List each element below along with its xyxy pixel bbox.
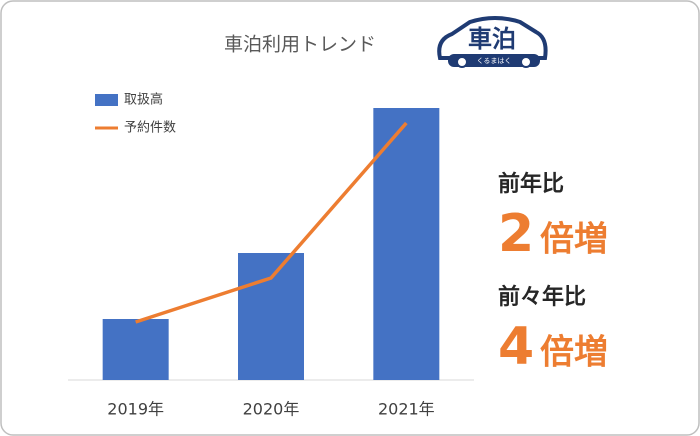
logo-name: 車泊	[468, 25, 516, 53]
callout-label: 前々年比	[498, 284, 586, 310]
x-tick-label: 2019年	[107, 400, 164, 419]
legend-label: 予約件数	[124, 121, 176, 136]
bar	[373, 108, 440, 380]
legend-label: 取扱高	[124, 92, 163, 108]
bar	[238, 253, 304, 380]
callout: 前年比 2 倍増 前々年比 4 倍増	[498, 171, 608, 377]
callout-number: 2	[498, 204, 534, 264]
callout-label: 前年比	[498, 171, 564, 197]
line	[135, 121, 408, 324]
x-tick-label: 2020年	[243, 400, 300, 419]
bar	[102, 319, 169, 380]
callout-number: 4	[498, 317, 534, 377]
callout-unit: 倍増	[540, 333, 608, 373]
chart-title: 車泊利用トレンド	[224, 34, 376, 56]
legend-swatch	[95, 94, 118, 106]
logo: 車泊 くるまはく	[437, 16, 548, 68]
callout-unit: 倍増	[540, 220, 608, 260]
x-tick-label: 2021年	[378, 400, 435, 419]
logo-reading: くるまはく	[477, 57, 512, 65]
